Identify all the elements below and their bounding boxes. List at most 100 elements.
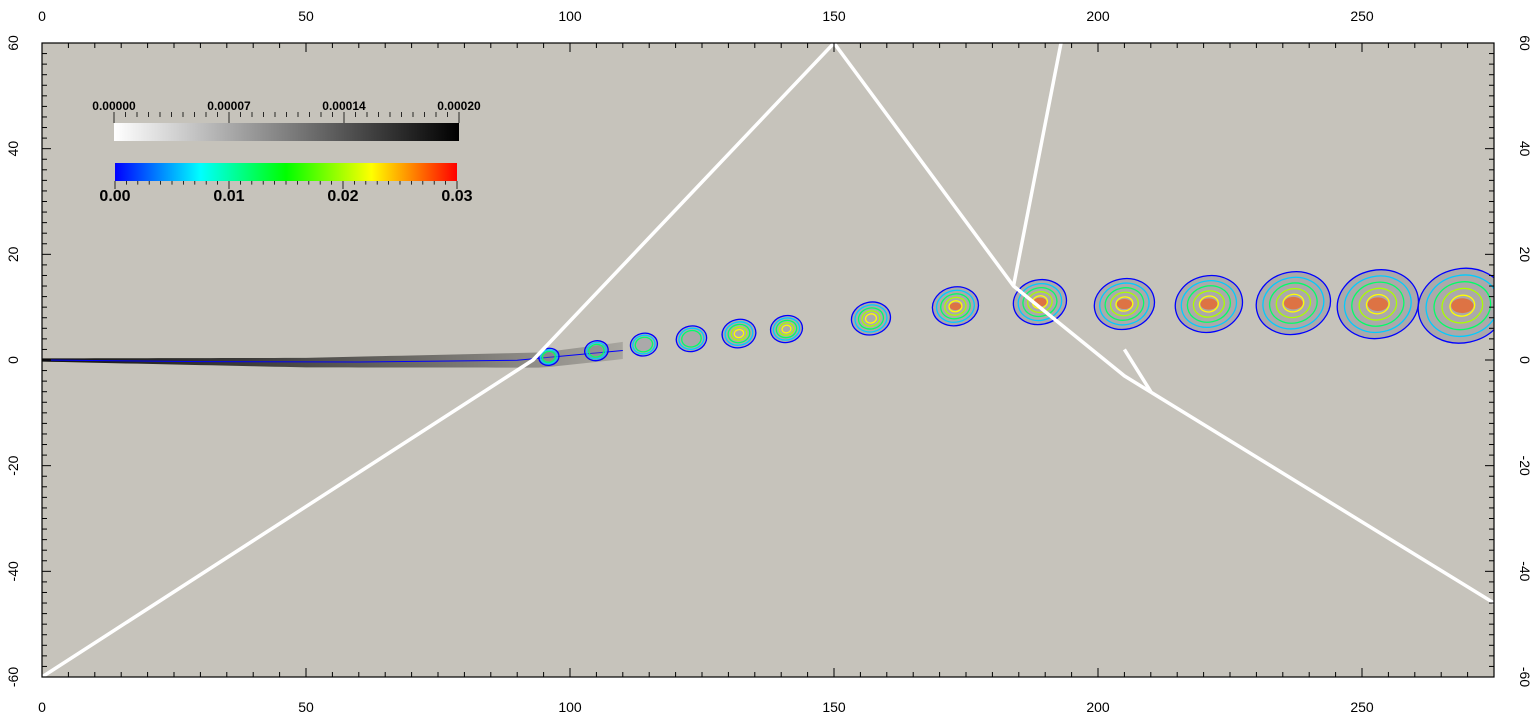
x-tick-label-bottom: 150 <box>822 699 846 715</box>
y-tick-label-right: -20 <box>1517 456 1533 476</box>
vortex-contour <box>854 304 888 333</box>
jet-edge-contour <box>42 349 623 363</box>
grayscale-colorbar-bar <box>114 123 459 141</box>
vortex-contour <box>681 329 702 348</box>
vortex-contour <box>948 300 963 313</box>
colorbar-tick-label: 0.01 <box>213 188 244 205</box>
x-tick-label-bottom: 250 <box>1350 699 1374 715</box>
vortex-contour <box>857 307 885 330</box>
vortex-contour <box>1425 274 1494 338</box>
x-tick-label-top: 200 <box>1086 8 1110 24</box>
y-tick-label-right: -40 <box>1517 561 1533 581</box>
vortex-contour <box>1449 294 1476 317</box>
shock-lines <box>42 43 1494 677</box>
vortex-contour <box>1115 296 1134 312</box>
x-tick-label-bottom: 0 <box>38 699 46 715</box>
x-tick-label-bottom: 50 <box>298 699 314 715</box>
y-tick-label-left: -60 <box>5 667 21 687</box>
vortex-contour <box>588 343 605 358</box>
shock-line <box>1011 43 1063 287</box>
y-tick-label-left: 40 <box>5 141 21 157</box>
y-tick-label-right: -60 <box>1517 667 1533 687</box>
vortex-contour <box>1099 282 1150 326</box>
vortex-core <box>1284 296 1303 310</box>
shock-line <box>1122 348 1153 393</box>
vortex-contour <box>1282 293 1305 313</box>
vortex-core <box>1116 298 1132 310</box>
vortex-contour <box>781 324 792 334</box>
vortex-contour <box>864 313 878 324</box>
vortex-contour <box>850 301 892 336</box>
vortex-contour <box>1186 285 1232 323</box>
vortex-contour <box>1027 291 1053 314</box>
vortex-contour <box>1192 290 1225 318</box>
colorbar-tick-label: 0.00007 <box>207 99 251 113</box>
vortex-core <box>1367 297 1389 312</box>
grayscale-colorbar: 0.00000 0.00007 0.00014 0.00020 <box>92 99 481 141</box>
x-tick-label-top: 250 <box>1350 8 1374 24</box>
vortex-contour <box>730 326 748 341</box>
y-tick-label-left: 20 <box>5 246 21 262</box>
y-tick-label-left: -40 <box>5 561 21 581</box>
x-tick-label-bottom: 200 <box>1086 699 1110 715</box>
vortex-contour <box>1198 295 1219 313</box>
colorbar-tick-label: 0.00 <box>99 188 130 205</box>
vortex-contour <box>935 289 975 323</box>
y-tick-label-left: 60 <box>5 35 21 51</box>
y-tick-label-right: 40 <box>1517 141 1533 157</box>
vortex-contour <box>861 310 881 327</box>
colorbar-tick-label: 0.00020 <box>437 99 481 113</box>
y-tick-label-right: 60 <box>1517 35 1533 51</box>
vortex-contour <box>541 350 556 363</box>
vortex-core <box>1200 298 1218 310</box>
vortex-contour <box>1268 282 1318 324</box>
jet-shear-layer <box>42 267 1494 368</box>
vortex-contour <box>678 327 705 350</box>
vortex-contour <box>1109 291 1139 317</box>
x-tick-label-bottom: 100 <box>558 699 582 715</box>
vortex-core <box>949 302 962 311</box>
vortex-contour <box>944 296 967 316</box>
vortex-contour <box>632 334 656 355</box>
colorbar-tick-label: 0.00014 <box>322 99 366 113</box>
vortex-contour <box>772 317 801 341</box>
rainbow-colorbar: 0.00 0.01 0.02 0.03 <box>99 163 473 205</box>
x-tick-label-top: 100 <box>558 8 582 24</box>
y-tick-label-right: 20 <box>1517 247 1533 263</box>
vortex-contour <box>1180 280 1238 328</box>
vortex-contour <box>733 328 745 339</box>
vortex-contour <box>727 323 751 344</box>
vortex-contour <box>539 349 558 365</box>
vortex-contour <box>1433 281 1492 331</box>
vortex-contour <box>1017 282 1063 322</box>
colorbar-tick-label: 0.03 <box>441 188 472 205</box>
y-tick-label-left: -20 <box>5 455 21 475</box>
vortex-contour <box>1441 287 1484 324</box>
y-tick-label-right: 0 <box>1517 356 1533 364</box>
colorbar-tick-label: 0.02 <box>327 188 358 205</box>
shock-line <box>42 43 1494 677</box>
colorbar-tick-label: 0.00000 <box>92 99 136 113</box>
vortex-contour <box>940 293 971 320</box>
vortex-contour <box>721 318 757 349</box>
vortex-contour <box>1262 276 1325 330</box>
vortex-contour <box>1104 287 1145 321</box>
vortex-contour <box>724 321 754 346</box>
x-tick-label-top: 150 <box>822 8 846 24</box>
vortex-core <box>1451 298 1474 314</box>
vortex-contour <box>1275 287 1312 319</box>
y-tick-label-left: 0 <box>5 356 21 364</box>
vortex-contour <box>775 319 798 339</box>
vortex-contour <box>778 322 795 336</box>
vortex-contour <box>586 341 607 360</box>
rainbow-colorbar-bar <box>115 163 457 181</box>
x-tick-label-top: 50 <box>298 8 314 24</box>
vortex-contour <box>634 336 654 353</box>
vortex-contour <box>1022 287 1058 318</box>
vortex-contour <box>1343 275 1412 334</box>
vortex-contour <box>1365 293 1390 315</box>
vortex-contour <box>1358 287 1398 321</box>
vortex-contour <box>1351 281 1405 327</box>
